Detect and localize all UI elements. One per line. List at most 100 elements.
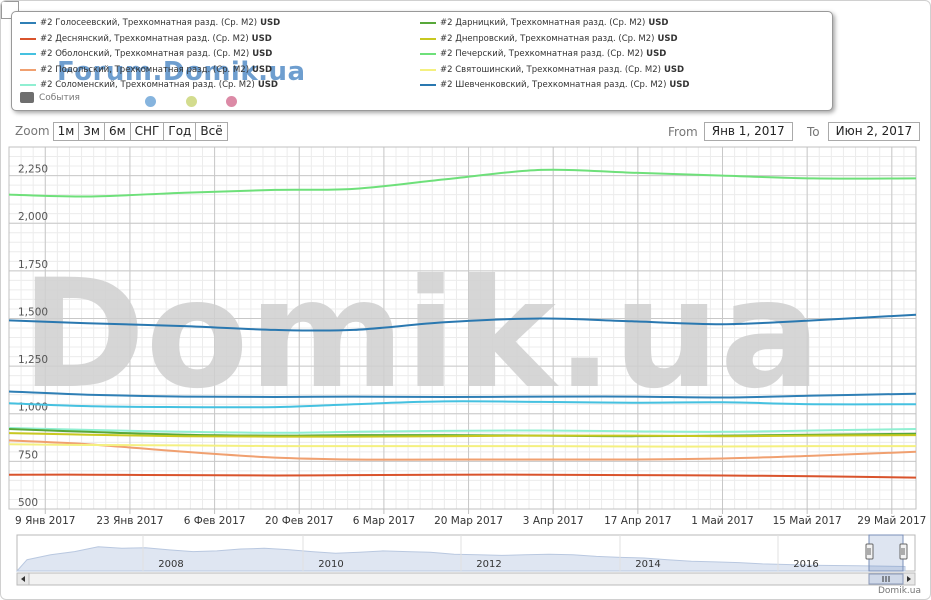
x-tick-label: 20 Мар 2017 bbox=[434, 515, 503, 527]
legend-unit: USD bbox=[669, 80, 690, 90]
y-tick-label: 1,750 bbox=[18, 259, 48, 271]
range-from: From Янв 1, 2017 bbox=[668, 122, 793, 141]
x-tick-label: 15 Май 2017 bbox=[773, 515, 842, 527]
legend-label: #2 Святошинский, Трехкомнатная разд. (Ср… bbox=[440, 64, 661, 75]
navigator-year-label: 2014 bbox=[635, 559, 660, 570]
arrow-left-icon bbox=[21, 576, 25, 582]
legend-item[interactable]: #2 Деснянский, Трехкомнатная разд. (Ср. … bbox=[20, 34, 272, 44]
series-line bbox=[8, 443, 916, 448]
legend-item[interactable]: #2 Печерский, Трехкомнатная разд. (Ср. М… bbox=[420, 49, 666, 59]
legend-swatch bbox=[20, 22, 36, 24]
legend-unit: USD bbox=[663, 64, 685, 75]
x-tick-label: 6 Фев 2017 bbox=[184, 515, 246, 527]
legend-label: #2 Шевченковский, Трехкомнатная разд. (С… bbox=[440, 80, 667, 90]
zoom-toolbar: Zoom 1м 3м 6м СНГ Год Всё bbox=[15, 121, 228, 141]
series-line bbox=[8, 432, 917, 438]
x-tick-label: 1 Май 2017 bbox=[691, 515, 753, 527]
legend-item[interactable]: #2 Оболонский, Трехкомнатная разд. (Ср. … bbox=[20, 49, 272, 59]
legend-swatch bbox=[420, 22, 436, 24]
legend-swatch bbox=[420, 68, 436, 71]
legend-unit: USD bbox=[657, 33, 678, 44]
watermark-dots bbox=[12, 96, 312, 110]
y-tick-label: 500 bbox=[18, 497, 38, 509]
legend: Forum.Domik.ua События #2 Голосеевский, … bbox=[11, 11, 833, 111]
watermark-dot bbox=[186, 96, 197, 107]
to-label: To bbox=[807, 124, 820, 139]
x-tick-label: 20 Фев 2017 bbox=[265, 515, 333, 527]
scrollbar-track[interactable] bbox=[16, 572, 916, 586]
legend-item[interactable]: #2 Дарницкий, Трехкомнатная разд. (Ср. М… bbox=[420, 18, 668, 28]
legend-unit: USD bbox=[252, 64, 273, 75]
legend-swatch bbox=[20, 84, 36, 86]
legend-label: #2 Оболонский, Трехкомнатная разд. (Ср. … bbox=[40, 49, 250, 59]
from-label: From bbox=[668, 124, 698, 139]
x-tick-label: 9 Янв 2017 bbox=[15, 515, 75, 527]
x-tick-label: 23 Янв 2017 bbox=[96, 515, 163, 527]
legend-label: #2 Днепровский, Трехкомнатная разд. (Ср.… bbox=[440, 33, 655, 44]
credit-label[interactable]: Domik.ua bbox=[878, 586, 921, 596]
events-label: События bbox=[39, 92, 80, 103]
legend-swatch bbox=[20, 53, 36, 55]
plot-border bbox=[8, 146, 917, 510]
watermark-forum: Forum.Domik.ua bbox=[57, 57, 306, 87]
zoom-button-ytd[interactable]: СНГ bbox=[129, 121, 165, 141]
legend-label: #2 Дарницкий, Трехкомнатная разд. (Ср. М… bbox=[440, 18, 646, 28]
x-tick-label: 3 Апр 2017 bbox=[523, 515, 584, 527]
series-line bbox=[8, 400, 917, 409]
arrow-right-icon bbox=[907, 576, 911, 582]
legend-unit: USD bbox=[646, 49, 667, 59]
watermark-domik: Domik.ua bbox=[21, 248, 821, 422]
series-line bbox=[8, 473, 917, 479]
watermark-dot bbox=[226, 96, 237, 107]
navigator-year-label: 2010 bbox=[318, 559, 343, 570]
y-tick-label: 750 bbox=[18, 449, 38, 461]
series-line bbox=[8, 313, 917, 332]
zoom-button-6m[interactable]: 6м bbox=[103, 121, 131, 141]
y-tick-label: 2,250 bbox=[18, 164, 48, 176]
legend-unit: USD bbox=[260, 18, 281, 28]
series-line bbox=[8, 427, 917, 434]
navigator-year-label: 2012 bbox=[476, 559, 501, 570]
events-swatch bbox=[20, 92, 34, 103]
x-tick-label: 6 Мар 2017 bbox=[353, 515, 415, 527]
zoom-button-1m[interactable]: 1м bbox=[52, 121, 80, 141]
legend-swatch bbox=[20, 37, 36, 40]
navigator-year-label: 2008 bbox=[158, 559, 183, 570]
navigator-selection bbox=[868, 534, 904, 572]
navigator-year-label: 2016 bbox=[793, 559, 818, 570]
legend-label: #2 Печерский, Трехкомнатная разд. (Ср. М… bbox=[440, 49, 644, 59]
legend-unit: USD bbox=[648, 18, 669, 28]
x-tick-label: 29 Май 2017 bbox=[857, 515, 926, 527]
series-line bbox=[8, 390, 917, 399]
from-date-input[interactable]: Янв 1, 2017 bbox=[703, 122, 793, 141]
y-tick-label: 1,500 bbox=[18, 306, 48, 318]
legend-swatch bbox=[420, 53, 436, 55]
x-tick-label: 17 Апр 2017 bbox=[604, 515, 671, 527]
legend-item[interactable]: #2 Соломенский, Трехкомнатная разд. (Ср.… bbox=[20, 80, 278, 90]
y-tick-label: 2,000 bbox=[18, 211, 48, 223]
series-line bbox=[8, 439, 917, 461]
legend-swatch bbox=[420, 84, 436, 86]
legend-events-item[interactable]: События bbox=[20, 92, 80, 103]
to-date-input[interactable]: Июн 2, 2017 bbox=[827, 122, 921, 141]
legend-label: #2 Соломенский, Трехкомнатная разд. (Ср.… bbox=[40, 80, 255, 90]
y-tick-label: 1,250 bbox=[18, 354, 48, 366]
legend-unit: USD bbox=[251, 33, 272, 44]
legend-item[interactable]: #2 Святошинский, Трехкомнатная разд. (Ср… bbox=[420, 65, 684, 75]
legend-swatch bbox=[20, 68, 36, 71]
legend-label: #2 Деснянский, Трехкомнатная разд. (Ср. … bbox=[40, 33, 249, 44]
legend-swatch bbox=[420, 37, 436, 40]
series-line bbox=[8, 168, 917, 198]
legend-label: #2 Голосеевский, Трехкомнатная разд. (Ср… bbox=[40, 18, 258, 28]
legend-item[interactable]: #2 Подольский, Трехкомнатная разд. (Ср. … bbox=[20, 65, 272, 75]
zoom-label: Zoom bbox=[15, 124, 50, 138]
legend-item[interactable]: #2 Шевченковский, Трехкомнатная разд. (С… bbox=[420, 80, 689, 90]
zoom-button-all[interactable]: Всё bbox=[195, 121, 228, 141]
legend-item[interactable]: #2 Днепровский, Трехкомнатная разд. (Ср.… bbox=[420, 34, 678, 44]
legend-item[interactable]: #2 Голосеевский, Трехкомнатная разд. (Ср… bbox=[20, 18, 280, 28]
legend-unit: USD bbox=[257, 80, 278, 90]
zoom-button-1y[interactable]: Год bbox=[163, 121, 197, 141]
legend-label: #2 Подольский, Трехкомнатная разд. (Ср. … bbox=[40, 64, 250, 75]
